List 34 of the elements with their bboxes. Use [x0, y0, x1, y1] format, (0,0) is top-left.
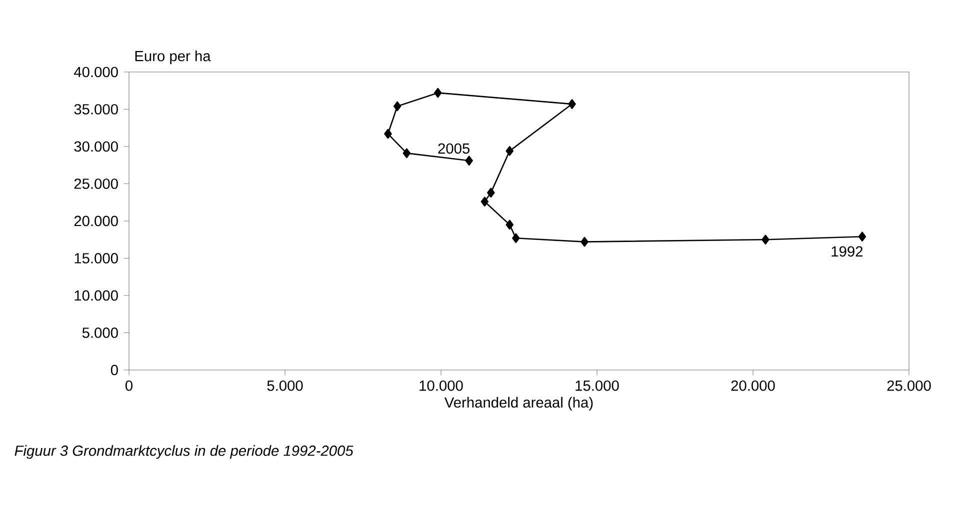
x-axis-title: Verhandeld areaal (ha) [444, 396, 593, 411]
point [506, 220, 514, 230]
y-tick-label: 15.000 [74, 253, 118, 264]
point [487, 188, 495, 198]
text: Figuur 3 Grondmarktcyclus in de periode 1992-2005 [14, 445, 354, 459]
point [393, 101, 402, 112]
point [858, 232, 866, 242]
y-tick-label: 25.000 [74, 178, 118, 189]
y-tick-label: 0 [110, 364, 118, 376]
y-tick-label: 20.000 [74, 216, 118, 226]
point [402, 148, 411, 158]
point [506, 146, 514, 156]
annotation: 1992 [832, 246, 863, 257]
point [465, 156, 473, 166]
x-tick-label: 20.000 [731, 380, 775, 391]
point [580, 236, 588, 247]
x-tick-label: 15.000 [576, 380, 619, 391]
x-tick-label: 10.000 [420, 380, 463, 391]
y-tick-label: 40.000 [74, 66, 118, 78]
point [568, 99, 576, 109]
point [762, 234, 770, 245]
x-tick-label: 0 [125, 380, 132, 391]
y-tick-label: 30.000 [74, 141, 118, 152]
point [480, 196, 489, 207]
y-tick-label: 35.000 [74, 104, 118, 114]
annotation: 2005 [438, 143, 470, 154]
point [434, 88, 442, 98]
y-tick-label: 5.000 [82, 328, 118, 338]
point [512, 233, 520, 244]
point [384, 128, 392, 139]
x-tick-label: 5.000 [267, 380, 303, 391]
x-tick-label: 25.000 [887, 380, 931, 391]
y-axis-title: Euro per ha [135, 50, 211, 64]
y-tick-label: 10.000 [74, 290, 118, 301]
